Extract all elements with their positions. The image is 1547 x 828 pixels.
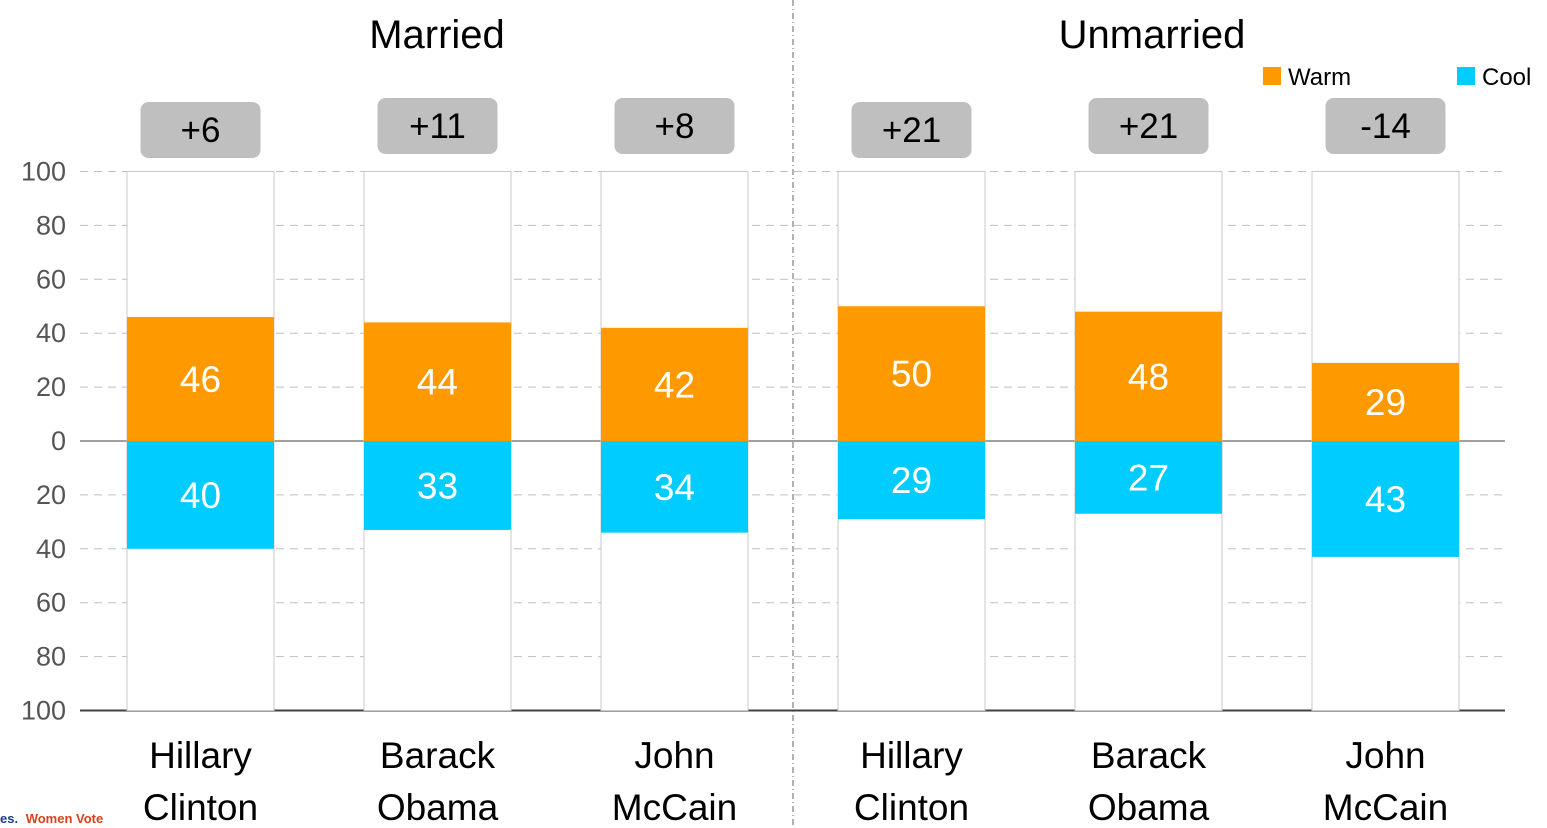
difference-badge <box>851 102 972 158</box>
category-label-line2: Clinton <box>854 787 969 828</box>
logo-text-part1: es. <box>0 811 18 826</box>
bar-warm <box>838 306 985 441</box>
bar-cool <box>1075 441 1222 514</box>
category-label-line2: McCain <box>1323 787 1448 828</box>
legend-label: Warm <box>1288 64 1351 91</box>
legend-swatch <box>1263 67 1281 85</box>
bar-cool <box>1312 441 1459 557</box>
data-label-warm: 42 <box>654 364 695 405</box>
category-label-line1: John <box>634 735 714 776</box>
category-label-line1: Hillary <box>149 735 252 776</box>
data-label-cool: 29 <box>891 460 932 501</box>
category-label-line2: McCain <box>612 787 737 828</box>
group-title: Married <box>369 13 505 57</box>
y-tick-label: 80 <box>36 642 66 672</box>
difference-badge <box>1088 98 1209 154</box>
legend-label: Cool <box>1482 64 1531 91</box>
difference-value: +21 <box>1119 107 1178 146</box>
y-axis: 100 80 60 40 20 0 20 40 60 80 100 <box>21 157 66 726</box>
category-label-line1: Barack <box>380 735 496 776</box>
category-label-line1: John <box>1345 735 1425 776</box>
logo-text-part2: Women Vote <box>26 811 104 826</box>
legend: Warm Cool <box>1263 64 1531 91</box>
bar-cool <box>838 441 985 520</box>
data-label-warm: 50 <box>891 354 932 395</box>
data-label-warm: 44 <box>417 362 458 403</box>
y-tick-label: 20 <box>36 480 66 510</box>
svg-text:es. Women Vote: es. Women Vote <box>0 811 103 826</box>
gridlines <box>80 0 1505 828</box>
bar-warm <box>1312 362 1459 441</box>
difference-value: +11 <box>409 107 466 146</box>
category-label-line1: Hillary <box>860 735 963 776</box>
bar-warm <box>601 327 748 441</box>
group-titles: Married Unmarried <box>369 13 1245 57</box>
y-tick-label: 0 <box>51 426 66 456</box>
data-label-cool: 33 <box>417 465 458 506</box>
y-tick-label: 100 <box>21 696 66 726</box>
category-labels: Hillary Clinton Barack Obama John McCain Hilla… <box>143 735 1448 828</box>
bar-warm <box>127 317 274 441</box>
y-tick-label: 40 <box>36 318 66 348</box>
difference-value: +21 <box>882 111 941 150</box>
bar-cool <box>364 441 511 530</box>
category-label-line2: Obama <box>377 787 499 828</box>
data-label-warm: 29 <box>1365 382 1406 423</box>
data-label-cool: 34 <box>654 467 695 508</box>
difference-value: -14 <box>1360 107 1411 146</box>
difference-badge <box>140 102 261 158</box>
difference-value: +8 <box>655 107 695 146</box>
category-label-line2: Clinton <box>143 787 258 828</box>
value-labels: 46 40 44 33 42 34 50 29 48 27 29 43 <box>180 354 1406 520</box>
category-label-line2: Obama <box>1088 787 1210 828</box>
group-title: Unmarried <box>1059 13 1246 57</box>
logo: es. Women Vote <box>0 811 103 826</box>
y-tick-label: 20 <box>36 372 66 402</box>
data-label-warm: 48 <box>1128 356 1169 397</box>
y-tick-label: 80 <box>36 210 66 240</box>
y-tick-label: 40 <box>36 534 66 564</box>
category-label-line1: Barack <box>1091 735 1207 776</box>
bar-cool <box>127 441 274 549</box>
difference-badge <box>377 98 498 154</box>
difference-badge <box>614 98 735 154</box>
y-tick-label: 60 <box>36 588 66 618</box>
data-label-warm: 46 <box>180 359 221 400</box>
bar-cool <box>601 441 748 533</box>
difference-badges: +6 +11 +8 +21 +21 -14 <box>140 98 1446 158</box>
y-tick-label: 100 <box>21 157 66 187</box>
difference-badge <box>1325 98 1446 154</box>
y-tick-label: 60 <box>36 264 66 294</box>
data-label-cool: 43 <box>1365 479 1406 520</box>
bar-warm <box>364 322 511 441</box>
data-label-cool: 27 <box>1128 457 1169 498</box>
data-label-cool: 40 <box>180 475 221 516</box>
bar-warm <box>1075 311 1222 441</box>
difference-value: +6 <box>181 111 221 150</box>
legend-swatch <box>1457 67 1475 85</box>
bars <box>126 171 1460 711</box>
